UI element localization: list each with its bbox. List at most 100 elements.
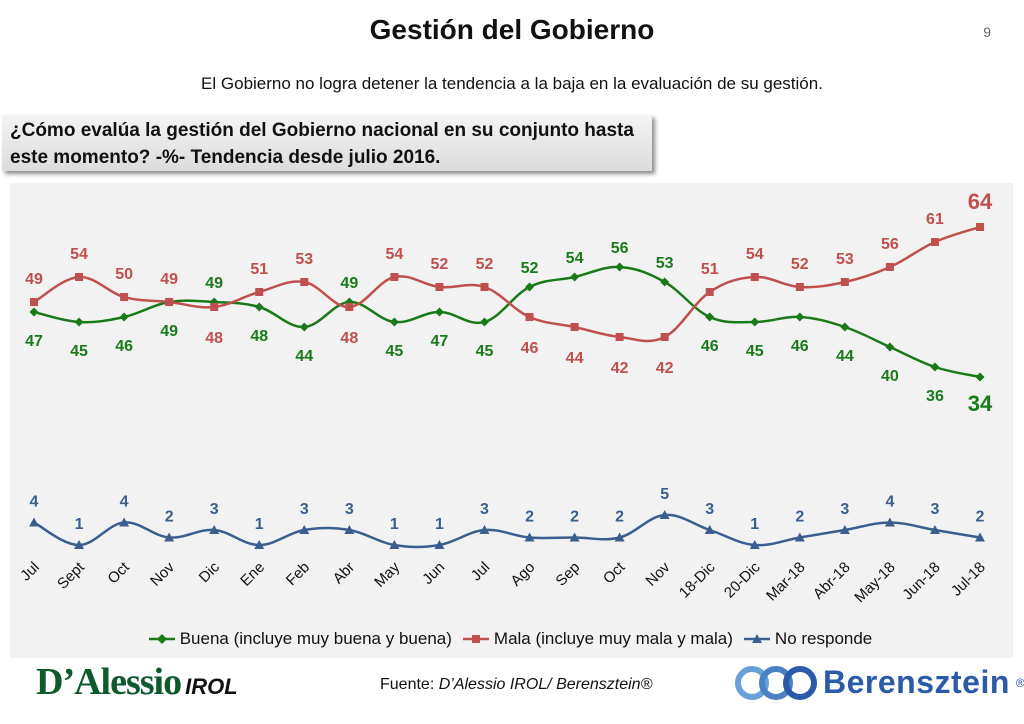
data-label-no-responde: 1 (390, 516, 399, 533)
x-tick-label: 20-Dic (721, 558, 764, 601)
data-label-mala: 56 (881, 236, 899, 253)
data-point-no-responde (975, 532, 985, 542)
data-label-buena: 52 (521, 260, 539, 277)
data-label-no-responde: 4 (885, 494, 894, 511)
legend-label-no-responde: No responde (774, 629, 873, 648)
data-label-buena: 49 (160, 323, 178, 340)
series-line-mala (33, 225, 981, 343)
data-label-buena: 48 (250, 328, 268, 345)
data-label-no-responde: 4 (30, 494, 39, 511)
x-tick-label: Ene (237, 559, 268, 590)
data-label-buena: 44 (295, 348, 313, 365)
data-label-no-responde: 4 (120, 494, 129, 511)
x-tick-label: Oct (600, 558, 629, 587)
data-point-mala (300, 278, 309, 286)
data-label-mala: 49 (25, 271, 43, 288)
data-point-no-responde (74, 540, 85, 549)
data-point-buena (885, 342, 895, 352)
data-point-buena (525, 282, 535, 292)
chart-legend: Buena (incluye muy buena y buena) Mala (… (0, 627, 1024, 651)
data-point-buena (299, 322, 309, 332)
data-label-mala: 49 (160, 271, 178, 288)
data-label-no-responde: 2 (615, 509, 624, 526)
x-tick-label: Dic (196, 558, 224, 586)
data-point-buena (750, 317, 760, 327)
berensztein-logo-icon (735, 665, 817, 700)
data-point-mala (390, 273, 399, 281)
registered-mark: ® (1015, 675, 1024, 690)
x-tick-label: Nov (147, 558, 178, 589)
x-tick-label: Oct (104, 558, 133, 587)
x-tick-label: Sep (552, 559, 583, 590)
data-point-mala (615, 333, 624, 341)
data-point-buena (434, 307, 444, 317)
x-tick-label: Jun (419, 559, 448, 588)
data-point-no-responde (614, 532, 625, 542)
data-point-mala (885, 263, 894, 271)
x-tick-label: Jul (17, 559, 43, 585)
x-tick-label: Feb (283, 559, 313, 589)
data-label-no-responde: 1 (75, 516, 84, 533)
data-point-mala (930, 238, 939, 246)
data-point-buena (975, 372, 985, 382)
data-point-mala (525, 313, 534, 321)
data-label-mala: 42 (656, 360, 674, 377)
data-label-buena: 49 (205, 275, 223, 292)
berensztein-logo-text: Berensztein (823, 664, 1010, 700)
data-label-no-responde: 1 (750, 516, 759, 533)
data-point-no-responde (659, 510, 670, 519)
legend-marker-no-responde (743, 634, 770, 643)
data-label-buena: 40 (881, 368, 899, 385)
data-label-no-responde: 2 (976, 509, 985, 526)
data-point-no-responde (704, 525, 715, 534)
data-label-no-responde: 5 (660, 486, 669, 503)
data-label-buena: 49 (340, 275, 358, 292)
data-label-no-responde: 3 (840, 501, 849, 518)
series-line-buena (33, 265, 981, 379)
data-label-buena: 47 (431, 333, 449, 350)
legend-marker-mala (462, 635, 489, 643)
data-label-mala: 48 (205, 330, 223, 347)
data-label-mala: 51 (701, 261, 719, 278)
data-point-no-responde (434, 540, 445, 549)
data-label-buena: 45 (746, 343, 764, 360)
legend-marker-buena (148, 634, 175, 644)
data-point-mala (705, 288, 714, 296)
data-point-mala (75, 273, 84, 281)
data-point-no-responde (929, 525, 940, 534)
data-label-mala: 42 (611, 360, 629, 377)
data-point-no-responde (839, 525, 850, 534)
data-point-no-responde (884, 517, 895, 527)
x-tick-label: May (371, 558, 403, 590)
data-point-no-responde (524, 532, 535, 542)
legend-item-buena: Buena (incluye muy buena y buena) (148, 629, 452, 649)
data-point-no-responde (164, 532, 175, 542)
source-prefix: Fuente: (380, 676, 439, 693)
irol-logo-text: IROL (185, 674, 238, 699)
data-point-buena (74, 317, 84, 327)
data-label-no-responde: 2 (795, 509, 804, 526)
legend-item-no-responde: No responde (743, 629, 872, 649)
data-label-mala: 48 (340, 330, 358, 347)
data-point-mala (750, 273, 759, 281)
data-point-buena (119, 312, 129, 322)
data-point-buena (840, 322, 850, 332)
data-point-buena (930, 362, 940, 372)
data-label-no-responde: 2 (165, 509, 174, 526)
data-label-mala: 44 (566, 350, 584, 367)
data-label-mala: 53 (836, 251, 854, 268)
data-point-buena (795, 312, 805, 322)
data-label-mala: 52 (431, 256, 449, 273)
data-point-buena (615, 262, 625, 272)
data-label-mala: 54 (385, 246, 403, 263)
x-tick-label: Jul-18 (948, 559, 989, 600)
data-label-buena: 36 (926, 388, 944, 405)
data-point-mala (840, 278, 849, 286)
x-tick-label: Nov (643, 558, 674, 589)
data-label-no-responde: 2 (570, 509, 579, 526)
data-point-no-responde (119, 517, 130, 527)
data-point-no-responde (254, 540, 265, 549)
x-tick-label: Jun-18 (899, 559, 943, 603)
data-label-no-responde: 2 (525, 509, 534, 526)
